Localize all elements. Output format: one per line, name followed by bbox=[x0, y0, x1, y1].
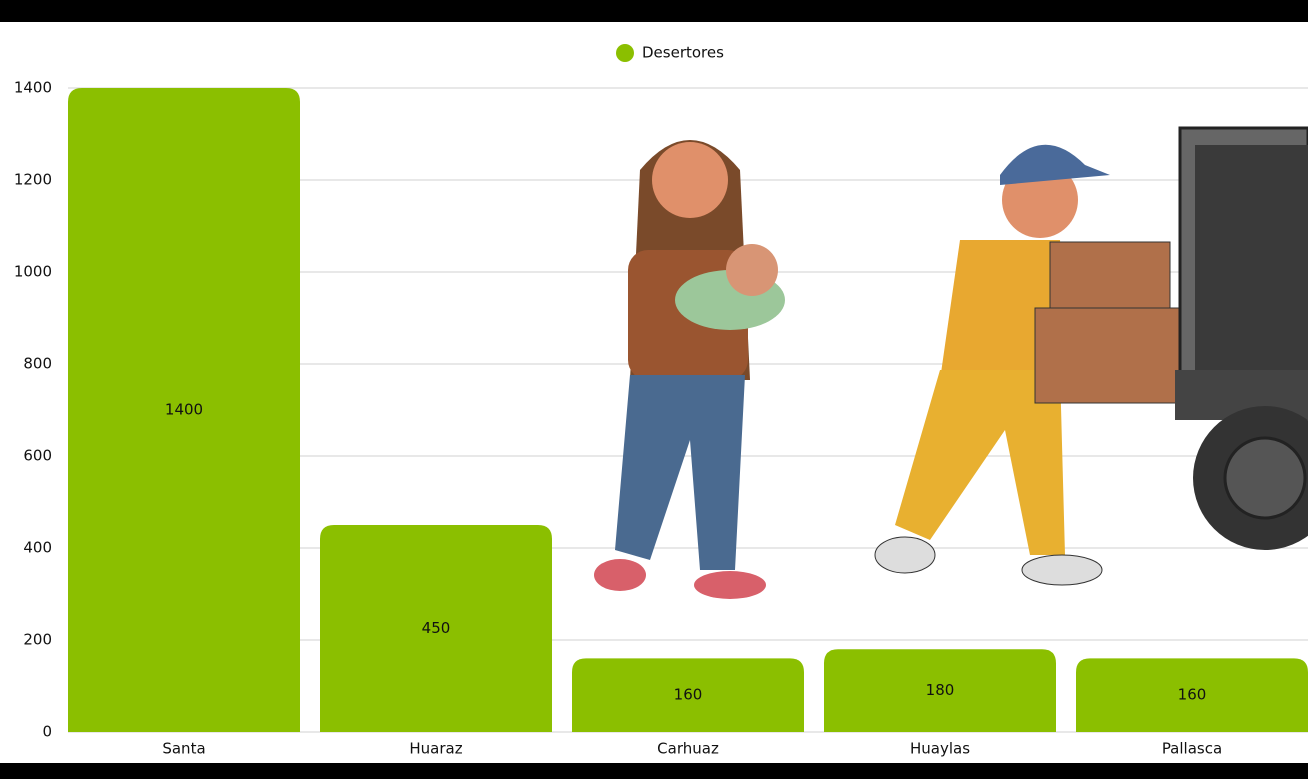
illustration-woman bbox=[594, 140, 785, 599]
y-tick-label: 1000 bbox=[14, 263, 52, 281]
value-label: 160 bbox=[674, 686, 703, 704]
illustration-truck bbox=[1175, 128, 1308, 550]
x-tick-label: Huaraz bbox=[409, 740, 462, 758]
value-label: 160 bbox=[1178, 686, 1207, 704]
y-tick-label: 600 bbox=[23, 447, 52, 465]
y-tick-label: 400 bbox=[23, 539, 52, 557]
value-label: 180 bbox=[926, 681, 955, 699]
value-label: 1400 bbox=[165, 401, 203, 419]
y-tick-label: 0 bbox=[42, 723, 52, 741]
bottom-band bbox=[0, 763, 1308, 779]
x-tick-label: Huaylas bbox=[910, 740, 970, 758]
y-tick-label: 1200 bbox=[14, 171, 52, 189]
y-tick-label: 200 bbox=[23, 631, 52, 649]
illustration-man bbox=[875, 145, 1183, 585]
x-tick-label: Carhuaz bbox=[657, 740, 719, 758]
chart: Desertores 0 200 400 600 800 1000 1200 1400 Sant… bbox=[0, 0, 1308, 779]
y-tick-label: 1400 bbox=[14, 79, 52, 97]
value-label: 450 bbox=[422, 619, 451, 637]
legend-label: Desertores bbox=[642, 44, 724, 62]
x-tick-label: Santa bbox=[162, 740, 205, 758]
y-tick-label: 800 bbox=[23, 355, 52, 373]
top-band bbox=[0, 0, 1308, 22]
x-tick-label: Pallasca bbox=[1162, 740, 1222, 758]
legend-swatch bbox=[616, 44, 634, 62]
